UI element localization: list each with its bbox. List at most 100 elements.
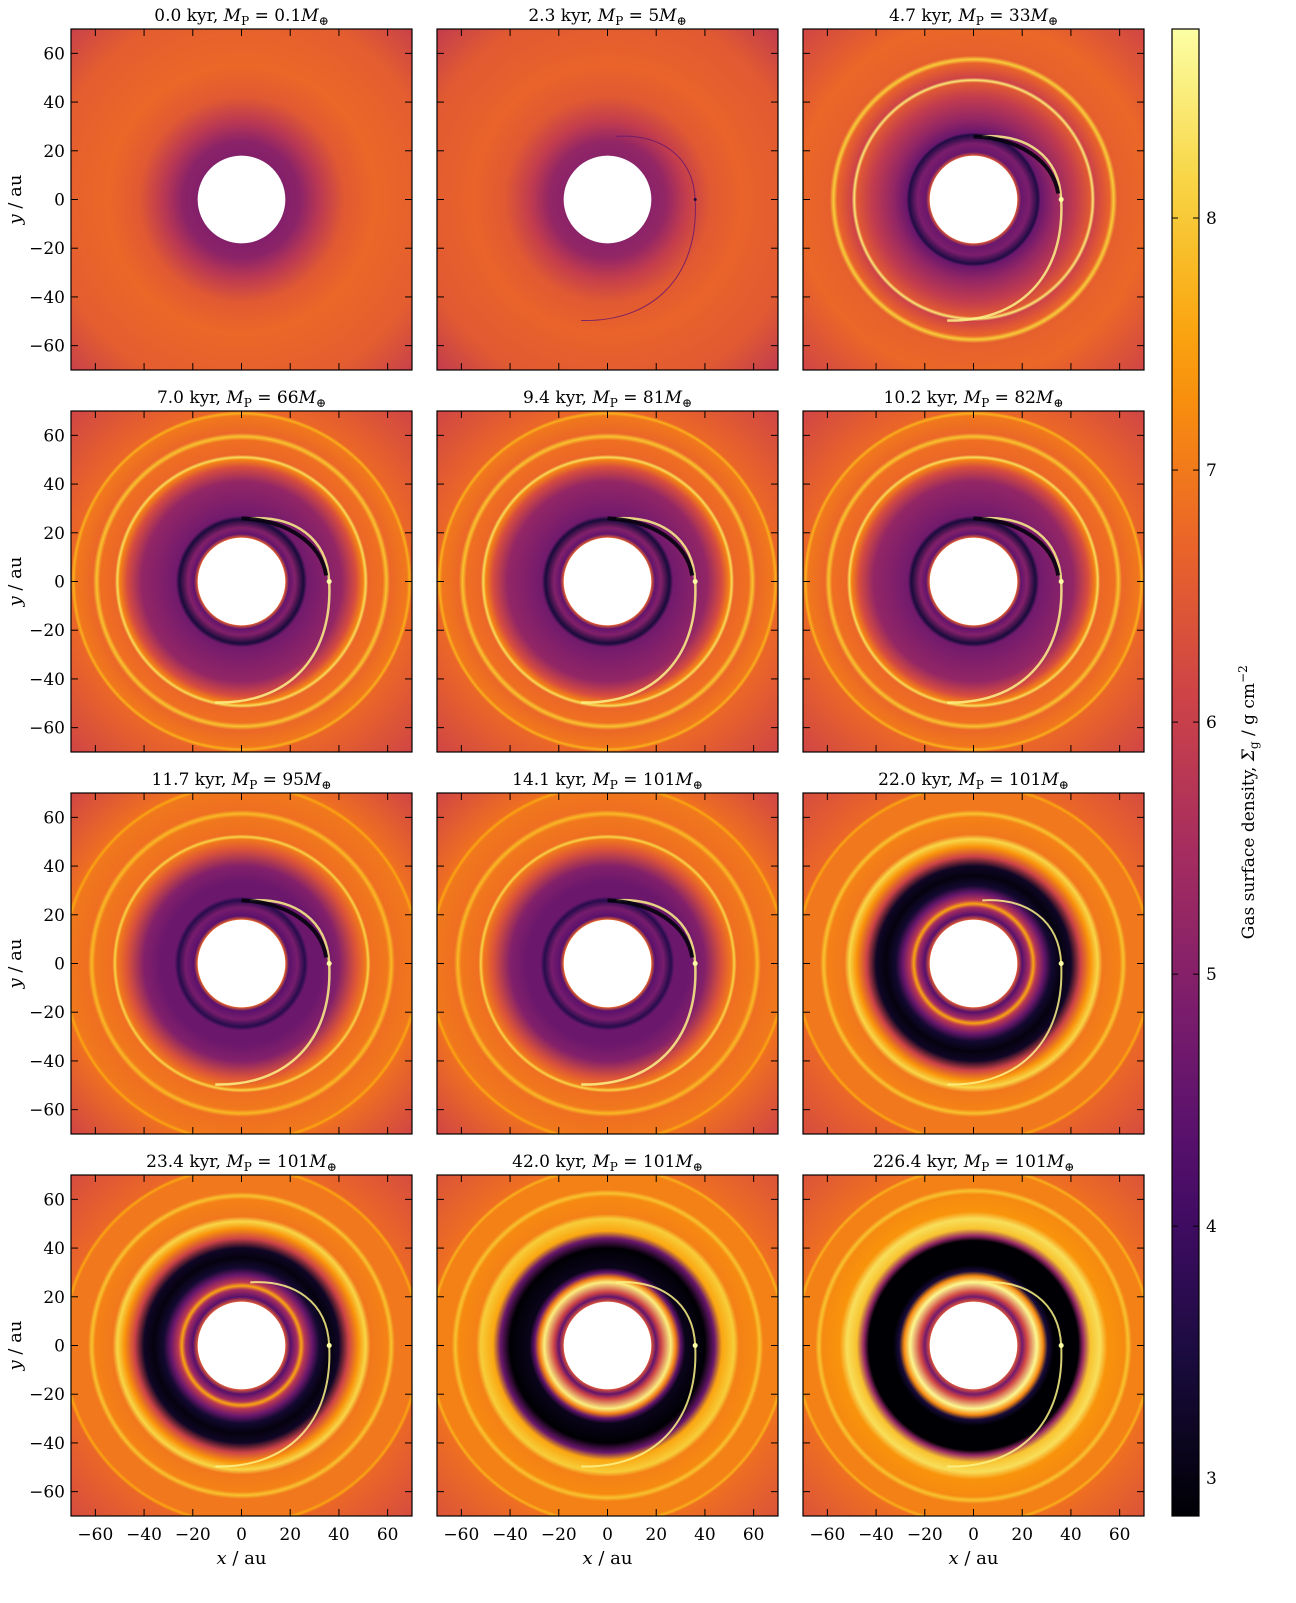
panel-9: 22.0 kyr, MP = 101M⊕ xyxy=(802,770,1145,1135)
outer-spiral-wake xyxy=(947,1345,1063,1468)
inner-spiral-wake xyxy=(982,1281,1063,1346)
y-tick-label: 40 xyxy=(43,475,65,495)
inner-hole xyxy=(197,919,286,1008)
y-tick-label: 20 xyxy=(43,142,65,162)
panel-title: 11.7 kyr, MP = 95M⊕ xyxy=(152,770,332,792)
colorbar-tick-label: 8 xyxy=(1206,209,1217,229)
x-tick-label: 60 xyxy=(1109,1525,1131,1545)
panel-title: 2.3 kyr, MP = 5M⊕ xyxy=(528,6,686,28)
planet-marker xyxy=(692,961,698,966)
x-tick-label: 20 xyxy=(279,1525,301,1545)
x-tick-label: −40 xyxy=(858,1525,894,1545)
y-tick-label: −20 xyxy=(29,1003,65,1023)
inner-hole xyxy=(563,537,652,626)
y-tick-label: −60 xyxy=(29,719,65,739)
panel-title: 0.0 kyr, MP = 0.1M⊕ xyxy=(154,6,329,28)
inner-hole xyxy=(563,919,652,1008)
planet-marker xyxy=(1058,197,1064,202)
inner-spiral-wake xyxy=(250,516,331,582)
y-axis-label: y / au xyxy=(5,938,26,989)
inner-hole xyxy=(929,1301,1018,1390)
x-axis-label: x / au xyxy=(583,1548,633,1569)
wake-shadow xyxy=(607,898,695,958)
x-tick-label: −60 xyxy=(77,1525,113,1545)
density-map xyxy=(803,411,1144,752)
colorbar-label: Gas surface density, Σg / g cm−2 xyxy=(1236,665,1261,939)
planet-marker xyxy=(326,1343,332,1348)
y-tick-label: −40 xyxy=(29,670,65,690)
density-map xyxy=(803,1175,1144,1516)
x-tick-label: 0 xyxy=(236,1525,247,1545)
colorbar: 8 7 6 5 4 3 Gas surface density, Σg / g cm−2 xyxy=(1171,28,1261,1517)
outer-spiral-wake xyxy=(215,581,331,704)
x-tick-label: 20 xyxy=(1011,1525,1033,1545)
wake-shadow xyxy=(607,516,695,576)
planet-marker xyxy=(692,579,698,584)
y-tick-label: 60 xyxy=(43,44,65,64)
panel-title: 10.2 kyr, MP = 82M⊕ xyxy=(884,388,1064,410)
y-tick-label: 0 xyxy=(54,573,65,593)
y-tick-label: −40 xyxy=(29,288,65,308)
x-tick-label: 40 xyxy=(694,1525,716,1545)
panel-2: 2.3 kyr, MP = 5M⊕ xyxy=(436,6,779,371)
wake-shadow xyxy=(241,898,329,958)
inner-hole xyxy=(197,1301,286,1390)
inner-spiral-wake xyxy=(982,516,1063,582)
y-axis-label: y / au xyxy=(5,1320,26,1371)
wake-shadow xyxy=(973,134,1061,194)
y-tick-label: 60 xyxy=(43,808,65,828)
planet-marker xyxy=(326,961,332,966)
panel-11: −60 −40 −20 0 20 40 60 x / au 42.0 kyr, MP = 101… xyxy=(436,1152,779,1569)
colorbar-tick-label: 3 xyxy=(1206,1469,1217,1489)
y-tick-label: 40 xyxy=(43,93,65,113)
panel-title: 9.4 kyr, MP = 81M⊕ xyxy=(523,388,692,410)
x-tick-label: −60 xyxy=(809,1525,845,1545)
density-map xyxy=(71,411,412,752)
inner-spiral-wake xyxy=(616,898,697,964)
x-axis-label: x / au xyxy=(949,1548,999,1569)
planet-marker xyxy=(693,198,697,201)
outer-spiral-wake xyxy=(947,963,1063,1086)
density-map xyxy=(437,1175,778,1516)
density-map xyxy=(71,29,412,370)
density-map xyxy=(71,1175,412,1516)
y-tick-label: −40 xyxy=(29,1434,65,1454)
x-tick-label: −40 xyxy=(492,1525,528,1545)
x-tick-label: 60 xyxy=(743,1525,765,1545)
x-tick-label: −40 xyxy=(126,1525,162,1545)
x-axis-label: x / au xyxy=(217,1548,267,1569)
panel-6: 10.2 kyr, MP = 82M⊕ xyxy=(802,388,1145,753)
planet-marker xyxy=(1058,579,1064,584)
y-tick-label: 0 xyxy=(54,191,65,211)
panel-grid: −60 −40 −20 0 20 40 60 y / au 0.0 kyr, MP = 0.1M… xyxy=(5,6,1145,1569)
panel-3: 4.7 kyr, MP = 33M⊕ xyxy=(802,6,1145,371)
panel-7: −60 −40 −20 0 20 40 60 y / au 11.7 kyr, MP = 95M… xyxy=(5,770,413,1135)
y-tick-label: −60 xyxy=(29,1101,65,1121)
y-tick-label: 20 xyxy=(43,524,65,544)
y-tick-label: −40 xyxy=(29,1052,65,1072)
x-tick-label: 60 xyxy=(377,1525,399,1545)
y-tick-label: −60 xyxy=(29,337,65,357)
y-tick-label: 20 xyxy=(43,906,65,926)
inner-hole xyxy=(929,919,1018,1008)
planet-marker xyxy=(1058,961,1064,966)
inner-hole xyxy=(929,155,1018,244)
x-tick-label: 0 xyxy=(968,1525,979,1545)
inner-spiral-wake xyxy=(250,1281,331,1346)
y-tick-label: 0 xyxy=(54,955,65,975)
outer-spiral-wake xyxy=(947,199,1063,322)
y-tick-label: −20 xyxy=(29,1385,65,1405)
density-map xyxy=(437,411,778,752)
panel-title: 23.4 kyr, MP = 101M⊕ xyxy=(146,1152,337,1174)
inner-spiral-wake xyxy=(250,898,331,964)
wake-shadow xyxy=(241,516,329,576)
y-tick-label: 20 xyxy=(43,1288,65,1308)
outer-spiral-wake xyxy=(947,581,1063,704)
outer-spiral-wake xyxy=(581,199,696,322)
y-axis-label: y / au xyxy=(5,174,26,225)
colorbar-tick-label: 5 xyxy=(1206,965,1217,985)
inner-hole xyxy=(929,537,1018,626)
panel-5: 9.4 kyr, MP = 81M⊕ xyxy=(436,388,779,753)
y-tick-label: 60 xyxy=(43,426,65,446)
